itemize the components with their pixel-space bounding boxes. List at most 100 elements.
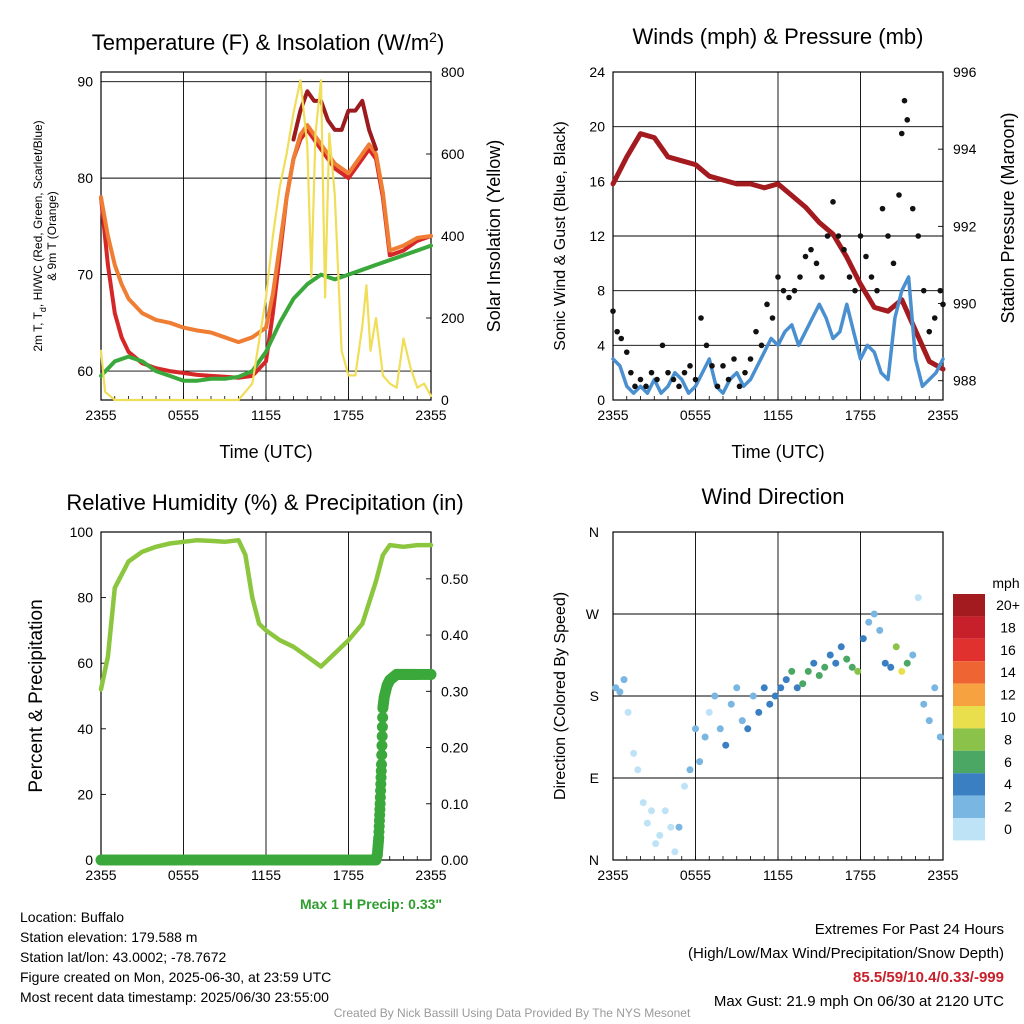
x-axis-label: Time (UTC) bbox=[731, 442, 824, 462]
direction-point bbox=[760, 684, 768, 692]
gust-point bbox=[879, 205, 886, 212]
legend-label: 10 bbox=[1000, 709, 1016, 725]
legend-title: mph bbox=[992, 575, 1019, 591]
y-tick-label: 24 bbox=[589, 64, 605, 80]
y-tick-label: 12 bbox=[589, 228, 605, 244]
y-tick-label: 20 bbox=[589, 119, 605, 135]
direction-point bbox=[925, 717, 933, 725]
direction-point bbox=[634, 766, 642, 774]
y-tick-label: N bbox=[589, 524, 599, 540]
x-tick-label: 0555 bbox=[168, 867, 199, 883]
y2-axis-label: Station Pressure (Maroon) bbox=[998, 112, 1018, 323]
max-gust: Max Gust: 21.9 mph On 06/30 at 2120 UTC bbox=[713, 993, 1004, 1010]
y-tick-label: 40 bbox=[77, 721, 93, 737]
gust-point bbox=[802, 253, 809, 260]
gust-point bbox=[623, 349, 630, 355]
x-tick-label: 0555 bbox=[680, 407, 711, 423]
legend-swatch bbox=[953, 728, 985, 751]
x-tick-label: 1755 bbox=[333, 867, 364, 883]
gust-point bbox=[753, 328, 759, 335]
gust-point bbox=[659, 342, 666, 349]
direction-point bbox=[848, 663, 856, 671]
gust-point bbox=[824, 233, 831, 239]
legend-label: 0 bbox=[1004, 821, 1012, 837]
gust-point bbox=[742, 369, 748, 376]
precip-point bbox=[376, 721, 388, 733]
y2-tick-label: 996 bbox=[953, 64, 977, 80]
y-tick-label: 80 bbox=[77, 170, 93, 186]
gust-point bbox=[775, 274, 781, 280]
extremes-block: Extremes For Past 24 Hours (High/Low/Max… bbox=[688, 918, 1004, 1014]
gust-point bbox=[769, 315, 776, 321]
gust-point bbox=[868, 274, 875, 280]
gust-point bbox=[846, 274, 853, 280]
legend-swatch bbox=[953, 638, 985, 662]
y-tick-label: 16 bbox=[589, 173, 605, 189]
direction-point bbox=[832, 659, 840, 667]
y-axis-label-line2: & 9m T (Orange) bbox=[45, 191, 59, 281]
y2-tick-label: 0.40 bbox=[441, 627, 468, 643]
direction-point bbox=[920, 700, 928, 708]
gust-point bbox=[926, 328, 933, 335]
extremes-subheading: (High/Low/Max Wind/Precipitation/Snow De… bbox=[688, 945, 1004, 962]
legend-swatch bbox=[953, 594, 985, 617]
legend-swatch bbox=[953, 750, 985, 774]
direction-point bbox=[815, 672, 823, 679]
legend-label: 8 bbox=[1004, 731, 1012, 747]
direction-point bbox=[727, 700, 735, 708]
y-tick-label: 100 bbox=[70, 524, 94, 540]
gust-point bbox=[714, 383, 721, 390]
direction-point bbox=[671, 848, 679, 856]
series-line-td-green- bbox=[99, 243, 433, 383]
x-tick-label: 1755 bbox=[845, 407, 876, 423]
direction-point bbox=[865, 618, 873, 626]
gust-point bbox=[940, 301, 946, 308]
x-tick-label: 2355 bbox=[927, 407, 958, 423]
panel-title: Relative Humidity (%) & Precipitation (i… bbox=[66, 490, 463, 515]
x-tick-label: 2355 bbox=[415, 407, 446, 423]
gust-point bbox=[898, 130, 905, 137]
direction-point bbox=[749, 692, 757, 700]
legend-label: 18 bbox=[1000, 619, 1016, 635]
direction-point bbox=[722, 741, 730, 749]
y-axis-label: Direction (Colored By Speed) bbox=[552, 592, 569, 800]
gust-point bbox=[709, 363, 715, 369]
gust-point bbox=[628, 369, 634, 376]
precip-point bbox=[376, 749, 388, 761]
gust-point bbox=[890, 260, 897, 267]
direction-point bbox=[643, 819, 651, 827]
gust-point bbox=[637, 376, 644, 383]
series-line-solar-insolation-yellow- bbox=[99, 79, 433, 402]
gust-point bbox=[937, 287, 944, 294]
gust-point bbox=[618, 335, 625, 342]
gust-point bbox=[720, 363, 726, 369]
gust-point bbox=[915, 233, 922, 239]
direction-point bbox=[705, 708, 713, 716]
direction-point bbox=[639, 799, 647, 807]
x-tick-label: 2355 bbox=[85, 867, 116, 883]
direction-point bbox=[675, 823, 683, 831]
direction-point bbox=[696, 758, 704, 766]
gust-point bbox=[863, 253, 869, 260]
y2-tick-label: 0.00 bbox=[441, 852, 468, 868]
y2-tick-label: 0.50 bbox=[441, 571, 468, 587]
gust-point bbox=[904, 117, 911, 123]
panel-title: Temperature (F) & Insolation (W/m2) bbox=[92, 29, 445, 55]
direction-point bbox=[630, 749, 638, 757]
gust-point bbox=[758, 342, 765, 349]
direction-point bbox=[624, 708, 632, 716]
extremes-heading: Extremes For Past 24 Hours bbox=[814, 921, 1004, 938]
ylabel-subscript: d bbox=[38, 307, 48, 312]
x-tick-label: 2355 bbox=[927, 867, 958, 883]
series-line-hi-wc-scarlet- bbox=[291, 89, 378, 152]
gust-point bbox=[835, 233, 842, 239]
gust-point bbox=[797, 274, 803, 280]
legend-label: 20+ bbox=[996, 597, 1020, 613]
y-tick-label: 0 bbox=[85, 852, 93, 868]
y-tick-label: 90 bbox=[77, 74, 93, 90]
series-line-9m-t-orange- bbox=[99, 123, 433, 345]
gust-point bbox=[874, 287, 880, 294]
gust-point bbox=[681, 369, 688, 376]
gust-point bbox=[791, 287, 798, 294]
